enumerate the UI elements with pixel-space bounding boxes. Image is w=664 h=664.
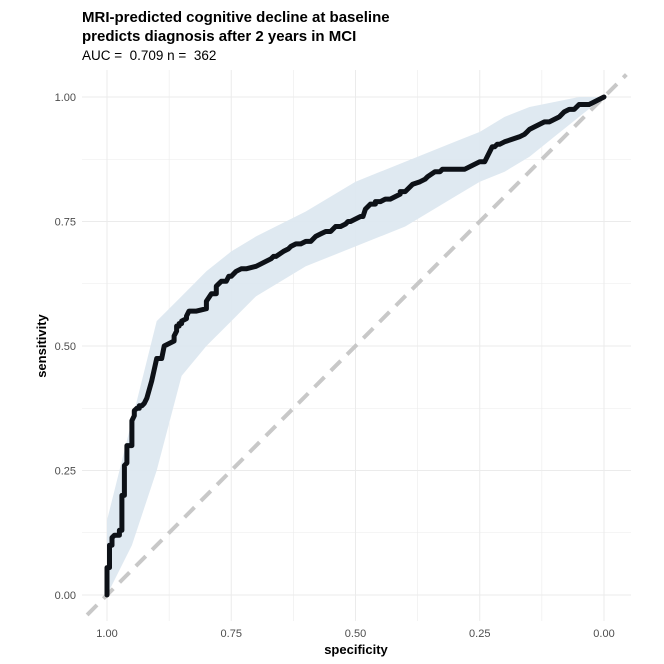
x-axis-title: specificity bbox=[324, 642, 388, 657]
y-axis-ticks: 0.00 0.25 0.50 0.75 1.00 bbox=[55, 92, 76, 602]
y-tick-label: 0.75 bbox=[55, 217, 76, 229]
y-tick-label: 0.25 bbox=[55, 466, 76, 478]
chart-subtitle: AUC = 0.709 n = 362 bbox=[82, 48, 217, 63]
chart-title-line-2: predicts diagnosis after 2 years in MCI bbox=[82, 28, 357, 45]
x-axis-ticks: 1.00 0.75 0.50 0.25 0.00 bbox=[96, 628, 614, 640]
x-tick-label: 0.75 bbox=[221, 628, 242, 640]
chart-title: MRI-predicted cognitive decline at basel… bbox=[82, 8, 390, 46]
x-tick-label: 1.00 bbox=[96, 628, 117, 640]
y-tick-label: 1.00 bbox=[55, 92, 76, 104]
roc-curve-line bbox=[104, 94, 607, 598]
reference-diagonal-line bbox=[85, 73, 628, 617]
x-tick-label: 0.25 bbox=[469, 628, 490, 640]
chart-title-line-1: MRI-predicted cognitive decline at basel… bbox=[82, 9, 390, 26]
y-tick-label: 0.50 bbox=[55, 341, 76, 353]
x-tick-label: 0.00 bbox=[593, 628, 614, 640]
confidence-band bbox=[107, 97, 604, 595]
y-tick-label: 0.00 bbox=[55, 590, 76, 602]
y-axis-title: sensitivity bbox=[34, 313, 49, 377]
x-tick-label: 0.50 bbox=[345, 628, 366, 640]
